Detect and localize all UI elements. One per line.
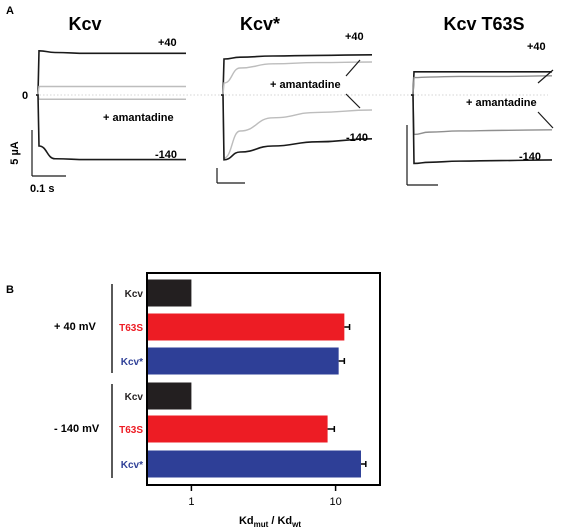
bar-label-4: Kcv	[125, 392, 144, 403]
group-label-minus140: - 140 mV	[54, 423, 100, 435]
trace-3-3	[411, 94, 553, 136]
title-kcv: Kcv	[68, 14, 101, 34]
bar-label-6: Kcv*	[121, 460, 143, 471]
trace-1-1	[36, 49, 186, 96]
x-tick-label-1: 1	[188, 496, 194, 508]
kcv-amantadine-label: + amantadine	[103, 112, 174, 124]
bar-label-1: Kcv	[125, 289, 144, 300]
t63s-amantadine-label: + amantadine	[466, 97, 537, 109]
kcvstar-minus140-label: -140	[346, 132, 368, 144]
kcv-plus40-label: +40	[158, 37, 177, 49]
trace-2-2	[221, 61, 373, 96]
bar-4	[148, 382, 192, 410]
trace-1-2	[36, 85, 186, 96]
kcvstar-pointer-bottom	[345, 93, 361, 109]
kcvstar-plus40-label: +40	[345, 31, 364, 43]
t63s-pointer-bottom	[537, 111, 554, 129]
title-kcv-t63s: Kcv T63S	[443, 14, 524, 34]
bar-chart-frame	[146, 272, 381, 486]
bar-3	[148, 347, 339, 375]
panel-b-letter: B	[6, 284, 14, 296]
x-tick-label-2: 10	[329, 496, 341, 508]
x-axis-label: Kdmut / Kdwt	[239, 515, 301, 529]
bar-label-5: T63S	[119, 425, 143, 436]
bar-label-3: Kcv*	[121, 357, 143, 368]
bar-1	[148, 279, 192, 307]
trace-2-1	[221, 54, 373, 96]
bar-2	[148, 313, 345, 341]
bar-series: Kcv T63S Kcv* Kcv T63S Kcv* 1 10	[119, 279, 367, 508]
current-traces	[36, 49, 553, 165]
t63s-plus40-label: +40	[527, 41, 546, 53]
trace-2-3	[221, 94, 373, 159]
trace-3-2	[411, 75, 553, 96]
trace-1-3	[36, 94, 186, 100]
trace-3-4	[411, 94, 553, 165]
scale-y-label: 5 µA	[9, 141, 21, 165]
bar-label-2: T63S	[119, 323, 143, 334]
bar-6	[148, 450, 361, 478]
scale-x-label: 0.1 s	[30, 183, 54, 195]
trace-1-4	[36, 94, 186, 161]
trace-2-4	[221, 94, 373, 161]
trace-3-1	[411, 71, 552, 96]
panel-a-letter: A	[6, 5, 14, 17]
t63s-pointer-top	[537, 69, 554, 84]
kcvstar-pointer-top	[345, 59, 361, 77]
group-label-plus40: + 40 mV	[54, 321, 97, 333]
kcvstar-amantadine-label: + amantadine	[270, 79, 341, 91]
kcv-minus140-label: -140	[155, 149, 177, 161]
t63s-minus140-label: -140	[519, 151, 541, 163]
bar-5	[148, 415, 328, 443]
zero-label: 0	[22, 90, 28, 102]
title-kcv-star: Kcv*	[240, 14, 280, 34]
